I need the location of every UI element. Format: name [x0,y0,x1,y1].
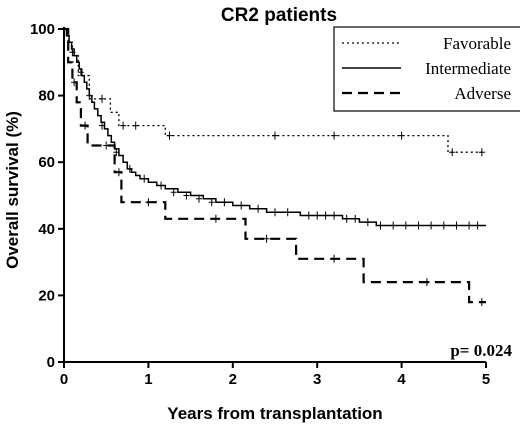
censor-mark-favorable [120,121,127,130]
chart-title: CR2 patients [221,5,337,26]
ticks: 0 1 2 3 4 5 0 20 40 60 80 100 [30,21,490,388]
y-axis-label: Overall survival (%) [3,111,22,269]
censor-mark-adverse [71,78,78,87]
x-tick-label: 0 [60,371,68,388]
censor-mark-intermediate [453,221,460,230]
censor-mark-intermediate [183,191,190,200]
x-axis-label: Years from transplantation [167,404,382,423]
legend: Favorable Intermediate Adverse [333,26,520,112]
y-tick-label: 60 [38,154,55,171]
series-intermediate [64,28,486,230]
censor-mark-intermediate [390,221,397,230]
censor-mark-intermediate [440,221,447,230]
y-tick-label: 80 [38,88,55,105]
censor-mark-favorable [398,131,405,140]
censor-mark-intermediate [284,208,291,217]
censor-mark-adverse [263,234,270,243]
censor-mark-adverse [423,278,430,287]
censor-mark-intermediate [158,181,165,190]
legend-label-adverse: Adverse [454,84,511,103]
censor-mark-intermediate [69,48,76,57]
x-tick-label: 1 [144,371,152,388]
censor-mark-intermediate [364,218,371,227]
x-tick-label: 5 [482,371,490,388]
axes [63,27,486,363]
censor-mark-intermediate [196,194,202,203]
censor-mark-favorable [166,131,173,140]
y-tick-label: 40 [38,221,55,238]
censor-mark-intermediate [99,121,105,130]
censor-mark-intermediate [322,211,329,220]
censor-mark-intermediate [126,164,133,173]
y-tick-label: 0 [47,354,55,371]
censor-mark-adverse [212,214,219,223]
censor-mark-intermediate [141,174,148,183]
censor-mark-favorable [478,148,485,157]
censor-mark-intermediate [208,198,215,207]
censor-mark-intermediate [466,221,473,230]
censor-mark-intermediate [77,68,84,77]
censor-mark-favorable [272,131,278,140]
censor-mark-intermediate [238,201,245,210]
legend-label-favorable: Favorable [443,34,511,53]
legend-box [333,26,520,112]
x-tick-label: 4 [397,371,406,388]
x-tick-label: 2 [229,371,237,388]
series-adverse [64,27,486,307]
censor-mark-adverse [145,198,152,207]
censor-mark-intermediate [402,221,409,230]
y-tick-label: 100 [30,21,55,38]
censor-mark-intermediate [86,91,93,100]
censor-mark-intermediate [352,214,359,223]
censor-mark-intermediate [415,221,422,230]
censor-mark-adverse [82,121,89,130]
censor-mark-intermediate [343,214,350,223]
censor-mark-intermediate [221,198,228,207]
censor-mark-intermediate [113,148,120,157]
censor-mark-adverse [103,141,110,150]
censor-mark-favorable [132,121,139,130]
censor-mark-intermediate [272,208,278,217]
censor-mark-intermediate [428,221,435,230]
censor-mark-intermediate [331,211,338,220]
censor-mark-intermediate [170,188,177,197]
p-value-annotation: p= 0.024 [450,341,512,360]
censor-mark-intermediate [377,221,384,230]
censor-mark-intermediate [314,211,321,220]
series-layer [64,27,486,307]
censor-mark-intermediate [305,211,312,220]
censor-mark-favorable [331,131,338,140]
y-tick-label: 20 [38,287,55,304]
censor-mark-adverse [331,254,338,263]
legend-label-intermediate: Intermediate [425,59,511,78]
censor-mark-favorable [99,94,105,103]
censor-mark-adverse [115,168,122,177]
x-tick-label: 3 [313,371,321,388]
censor-mark-intermediate [474,221,481,230]
censor-mark-adverse [478,298,485,307]
censor-mark-intermediate [255,204,262,213]
censor-mark-favorable [449,148,456,157]
